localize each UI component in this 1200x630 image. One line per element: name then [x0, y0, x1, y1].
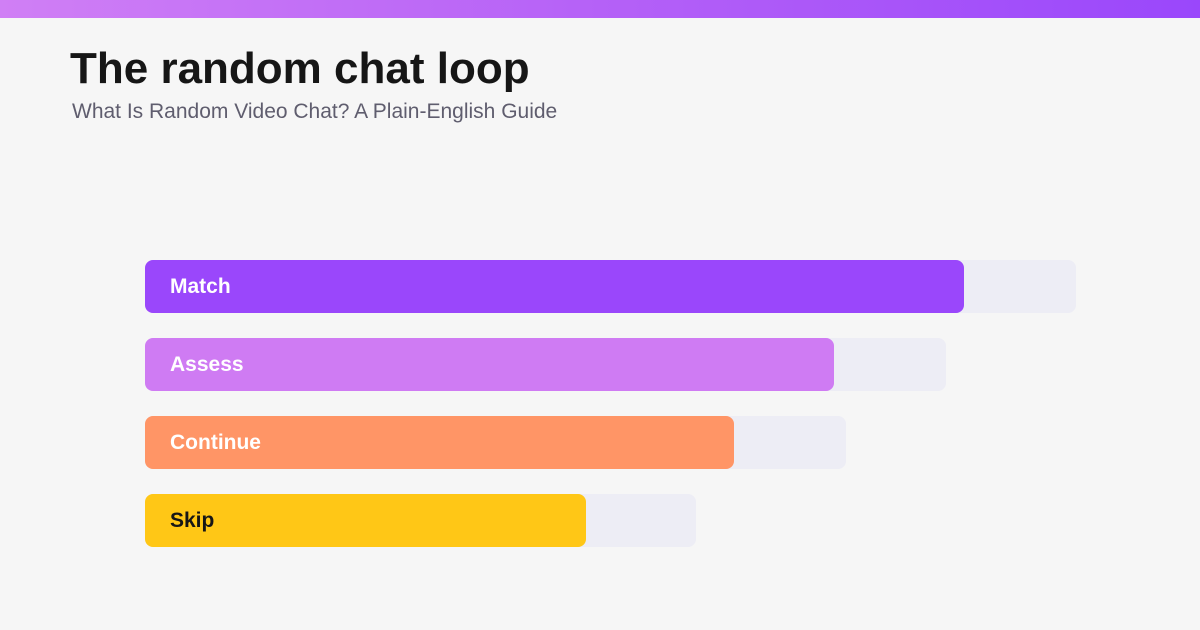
step-skip-label: Skip: [170, 509, 215, 532]
step-continue-label: Continue: [170, 431, 261, 454]
page-subtitle: What Is Random Video Chat? A Plain-Engli…: [72, 100, 558, 123]
step-match-label: Match: [170, 275, 231, 298]
step-match-fill: [145, 260, 964, 313]
step-continue-fill: [145, 416, 734, 469]
step-continue: Continue: [145, 416, 846, 469]
step-skip-fill: [145, 494, 586, 547]
step-skip: Skip: [145, 494, 696, 547]
top-accent-bar: [0, 0, 1200, 18]
step-match: Match: [145, 260, 1076, 313]
page-title: The random chat loop: [70, 44, 530, 93]
step-assess-fill: [145, 338, 834, 391]
step-assess-label: Assess: [170, 353, 244, 376]
step-assess: Assess: [145, 338, 946, 391]
